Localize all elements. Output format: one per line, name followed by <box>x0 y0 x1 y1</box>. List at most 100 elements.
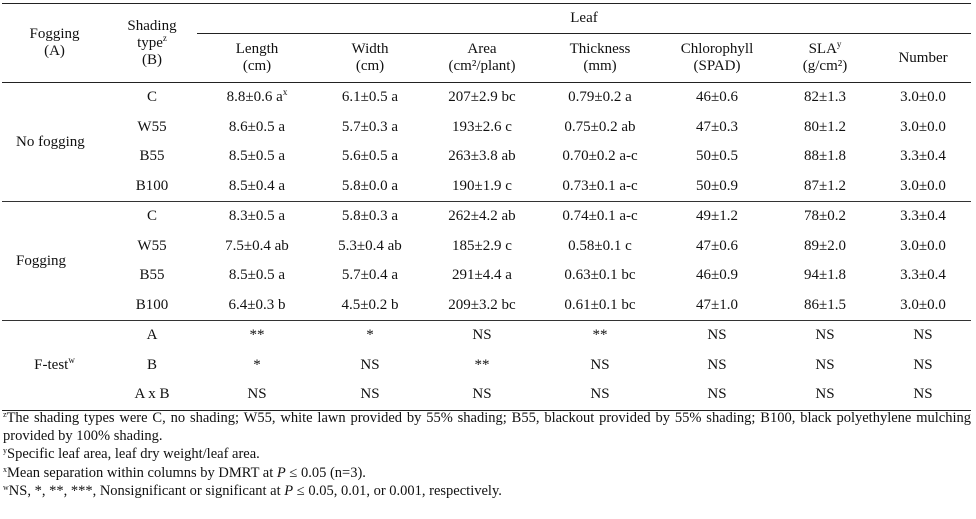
thickness-cell: 0.61±0.1 bc <box>541 290 659 321</box>
footnote-x-text: Mean separation within columns by DMRT a… <box>7 464 277 481</box>
length-cell: 8.5±0.5 a <box>228 267 286 284</box>
shading-header-sub: (B) <box>142 51 162 68</box>
width-cell: 6.1±0.5 a <box>341 89 399 106</box>
sla-cell: 82±1.3 <box>804 89 846 106</box>
thickness-cell: 0.75±0.2 ab <box>564 118 636 135</box>
footnote-w-p: P <box>284 482 294 499</box>
sla-label: SLA <box>808 41 837 57</box>
length-cell: 8.3±0.5 a <box>228 208 286 225</box>
table-row: B * NS ** NS NS NS NS <box>2 351 971 381</box>
area-cell: 193±2.6 c <box>452 118 512 135</box>
shading-type-cell: C <box>146 89 157 106</box>
sla-unit: (g/cm²) <box>802 58 848 74</box>
table-row: B55 8.5±0.5 a 5.7±0.4 a 291±4.4 a 0.63±0.1 b… <box>2 261 971 291</box>
area-cell: 262±4.2 ab <box>448 208 516 225</box>
table-row: No fogging C 8.8±0.6 ax 6.1±0.5 a 207±2.9 bc… <box>2 82 971 202</box>
thickness-cell: NS <box>541 380 659 411</box>
col-header-fogging: Fogging (A) <box>2 3 107 83</box>
length-cell: 8.5±0.5 a <box>228 148 286 165</box>
width-cell: NS <box>360 356 380 373</box>
thickness-cell: 0.70±0.2 a-c <box>562 148 638 165</box>
shading-header-type: typez <box>107 32 197 52</box>
col-header-thickness: Thickness (mm) <box>541 33 659 83</box>
footnote-y: ySpecific leaf area, leaf dry weight/lea… <box>3 445 971 463</box>
shading-type-cell: B55 <box>139 148 165 165</box>
footnote-mark-w: w <box>68 354 75 365</box>
number-cell: 3.0±0.0 <box>900 89 946 106</box>
sla-cell: NS <box>815 356 835 373</box>
chlorophyll-cell: 50±0.5 <box>696 148 738 165</box>
sla-cell: 94±1.8 <box>804 267 846 284</box>
area-cell: 263±3.8 ab <box>448 148 516 165</box>
length-cell: NS <box>197 380 317 411</box>
number-cell: 3.3±0.4 <box>900 267 946 284</box>
footnote-w-mark: w <box>3 482 9 492</box>
number-cell: 3.3±0.4 <box>900 148 946 165</box>
footnote-x-mark: x <box>3 464 7 474</box>
area-label: Area <box>467 41 497 57</box>
shading-type-cell: W55 <box>137 237 167 254</box>
shading-type-cell: C <box>146 208 157 225</box>
sla-label-wrap: SLAy <box>775 39 875 58</box>
width-cell: 5.7±0.3 a <box>341 118 399 135</box>
length-cell: 7.5±0.4 ab <box>225 237 289 254</box>
shading-type-cell: B100 <box>107 290 197 321</box>
area-cell: 190±1.9 c <box>423 171 541 202</box>
fogging-header-sub: (A) <box>44 43 65 59</box>
area-cell: 185±2.9 c <box>452 237 512 254</box>
number-cell: NS <box>913 356 933 373</box>
group-label: No fogging <box>2 82 107 202</box>
group-label-text: Fogging <box>16 252 67 269</box>
shading-header-type-text: type <box>137 34 163 51</box>
sla-cell: 86±1.5 <box>775 290 875 321</box>
chlorophyll-cell: NS <box>659 380 775 411</box>
number-cell: 3.0±0.0 <box>900 118 946 135</box>
footnote-z-text: The shading types were C, no shading; W5… <box>3 410 971 445</box>
length-cell: 8.8±0.6 ax <box>197 83 317 113</box>
length-cell: 6.4±0.3 b <box>197 290 317 321</box>
number-cell: 3.0±0.0 <box>875 171 972 202</box>
footnote-z: zThe shading types were C, no shading; W… <box>3 409 971 445</box>
chlorophyll-cell: 47±0.6 <box>696 237 738 254</box>
shading-type-cell: B55 <box>139 267 165 284</box>
width-cell: 5.6±0.5 a <box>341 148 399 165</box>
table-body: No fogging C 8.8±0.6 ax 6.1±0.5 a 207±2.9 bc… <box>2 82 972 411</box>
number-cell: NS <box>875 380 972 411</box>
group-label-text: No fogging <box>16 133 85 150</box>
thickness-cell: 0.74±0.1 a-c <box>562 208 638 225</box>
area-unit: (cm²/plant) <box>448 58 516 74</box>
col-header-number: Number <box>875 33 972 83</box>
chlorophyll-cell: 47±1.0 <box>659 290 775 321</box>
col-header-shading: Shading typez (B) <box>107 3 197 83</box>
col-header-width: Width (cm) <box>317 33 423 83</box>
col-header-area: Area (cm²/plant) <box>423 33 541 83</box>
sla-cell: 78±0.2 <box>804 208 846 225</box>
group-label: F-testw <box>2 320 107 411</box>
width-label: Width <box>351 41 389 57</box>
footnote-x-tail: ≤ 0.05 (n=3). <box>285 464 366 481</box>
area-cell: 209±3.2 bc <box>423 290 541 321</box>
col-header-length: Length (cm) <box>197 33 317 83</box>
thickness-cell: 0.63±0.1 bc <box>564 267 636 284</box>
thickness-cell: NS <box>590 356 610 373</box>
width-cell: 5.8±0.0 a <box>317 171 423 202</box>
footnote-x: xMean separation within columns by DMRT … <box>3 464 971 482</box>
number-cell: 3.3±0.4 <box>900 208 946 225</box>
chlorophyll-cell: 46±0.6 <box>696 89 738 106</box>
width-cell: 5.7±0.4 a <box>341 267 399 284</box>
fogging-header-label: Fogging <box>29 26 80 42</box>
shading-type-cell: B <box>146 356 157 373</box>
footnote-w-tail: ≤ 0.05, 0.01, or 0.001, respectively. <box>293 482 502 499</box>
table-row: W55 7.5±0.4 ab 5.3±0.4 ab 185±2.9 c 0.58±0.1… <box>2 232 971 262</box>
area-cell: 207±2.9 bc <box>448 89 516 106</box>
footnote-mark-z: z <box>162 32 167 43</box>
leaf-growth-table: Fogging (A) Shading typez (B) Leaf Lengt… <box>2 3 972 411</box>
length-cell: * <box>253 356 261 373</box>
footnote-w-text: NS, *, **, ***, Nonsignificant or signif… <box>8 482 285 499</box>
footnote-mark-y: y <box>836 39 842 49</box>
length-cell: 8.5±0.4 a <box>197 171 317 202</box>
table-row: B100 8.5±0.4 a 5.8±0.0 a 190±1.9 c 0.73±0.1 … <box>2 171 972 202</box>
chlorophyll-cell: 50±0.9 <box>659 171 775 202</box>
width-cell: 5.8±0.3 a <box>341 208 399 225</box>
width-cell: 4.5±0.2 b <box>317 290 423 321</box>
